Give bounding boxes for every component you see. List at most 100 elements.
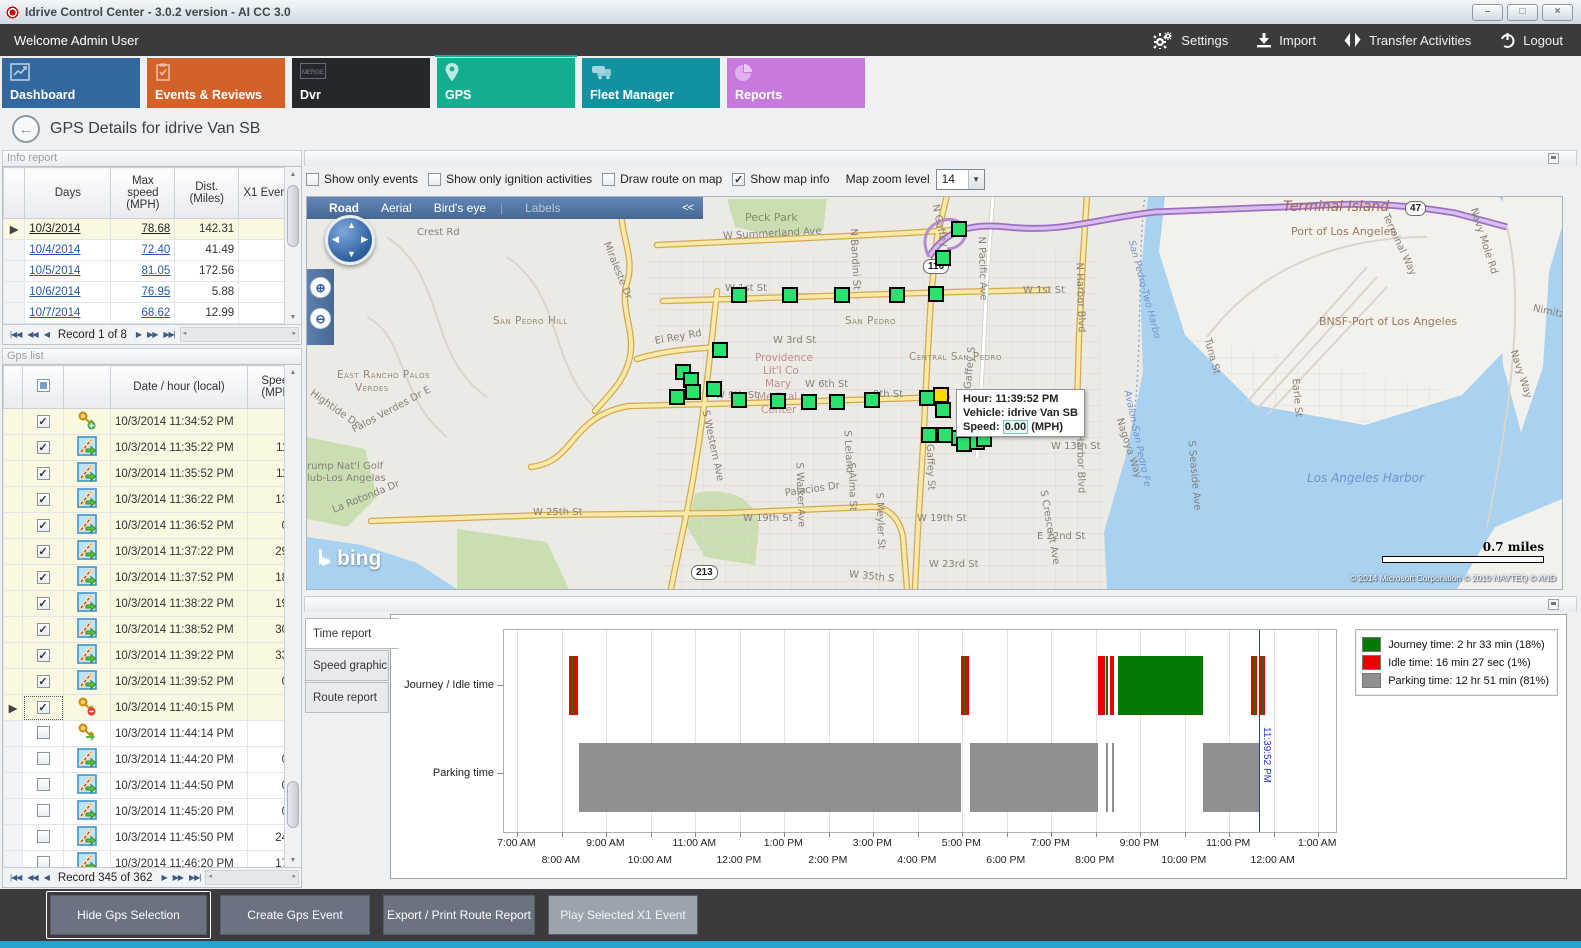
- zoom-in-icon[interactable]: ⊕: [310, 277, 331, 298]
- checkbox-icon[interactable]: [428, 172, 442, 186]
- gps-marker[interactable]: [935, 250, 951, 266]
- speed-link[interactable]: 76.95: [141, 286, 171, 298]
- checkbox-icon[interactable]: [602, 172, 616, 186]
- checkbox-checked-icon[interactable]: [36, 493, 50, 506]
- scroll-up-icon[interactable]: ▲: [289, 369, 297, 376]
- column-header[interactable]: Dist. (Miles): [174, 167, 240, 219]
- pan-left-icon[interactable]: ◀: [332, 234, 339, 244]
- option-show-only-events[interactable]: Show only events: [306, 172, 418, 186]
- cell-checkbox[interactable]: [22, 824, 64, 851]
- day-link[interactable]: 10/7/2014: [29, 307, 81, 319]
- cell-max-speed[interactable]: 81.05: [110, 260, 176, 282]
- cell-checkbox[interactable]: [22, 772, 64, 799]
- checkbox-icon[interactable]: [36, 829, 50, 843]
- cell-checkbox[interactable]: [22, 564, 64, 591]
- column-header[interactable]: Days: [24, 167, 112, 219]
- speed-link[interactable]: 72.40: [141, 244, 171, 256]
- gps-row[interactable]: 10/3/2014 11:38:22 PM19.70: [3, 590, 301, 617]
- cell-checkbox[interactable]: [22, 434, 64, 461]
- cell-checkbox[interactable]: [22, 642, 64, 669]
- checkbox-checked-icon[interactable]: [36, 467, 50, 480]
- map-zoom-select[interactable]: 14 ▼: [935, 168, 985, 190]
- pager-last-icon[interactable]: ▶▶|: [163, 330, 175, 339]
- chart-panel-collapse-icon[interactable]: [1548, 599, 1559, 610]
- map-style-road[interactable]: Road: [329, 201, 359, 215]
- option-show-only-ignition-activities[interactable]: Show only ignition activities: [428, 172, 592, 186]
- checkbox-checked-icon[interactable]: [36, 545, 50, 558]
- cell-days[interactable]: 10/3/2014: [24, 218, 112, 240]
- cell-max-speed[interactable]: 72.40: [110, 239, 176, 261]
- cell-checkbox[interactable]: [22, 460, 64, 487]
- tab-reports[interactable]: Reports: [727, 58, 865, 108]
- checkbox-checked-icon[interactable]: [36, 571, 50, 584]
- tab-events-reviews[interactable]: Events & Reviews: [147, 58, 285, 108]
- gps-marker[interactable]: [669, 389, 685, 405]
- gps-row[interactable]: 10/3/2014 11:34:52 PM: [3, 408, 301, 435]
- gps-row[interactable]: 10/3/2014 11:39:52 PM0.00: [3, 668, 301, 695]
- map-compass-control[interactable]: ▲ ▼ ◀ ▶: [325, 215, 375, 265]
- pager-hscrollbar[interactable]: [179, 327, 299, 342]
- pan-up-icon[interactable]: ▲: [347, 220, 356, 230]
- gps-row[interactable]: 10/3/2014 11:44:50 PM0.00: [3, 772, 301, 799]
- checkbox-checked-icon[interactable]: [36, 441, 50, 454]
- back-button[interactable]: ←: [12, 115, 40, 143]
- pager-hscrollbar[interactable]: [205, 870, 299, 885]
- scroll-down-icon[interactable]: ▼: [289, 857, 297, 864]
- cell-checkbox[interactable]: [22, 746, 64, 773]
- gps-row[interactable]: 10/3/2014 11:38:52 PM30.55: [3, 616, 301, 643]
- column-header[interactable]: Max speed (MPH): [110, 167, 176, 219]
- map-style-bird-s-eye[interactable]: Bird's eye: [433, 201, 486, 215]
- cell-checkbox[interactable]: [22, 590, 64, 617]
- transfer-activities-button[interactable]: Transfer Activities: [1344, 31, 1471, 49]
- create-gps-event-button[interactable]: Create Gps Event: [220, 895, 370, 935]
- cell-max-speed[interactable]: 76.95: [110, 281, 176, 303]
- cell-checkbox[interactable]: [22, 668, 64, 695]
- pager-nextpage-icon[interactable]: ▶▶: [172, 873, 184, 882]
- pager-first-icon[interactable]: |◀◀: [10, 873, 22, 882]
- select-all-header[interactable]: [22, 365, 64, 409]
- gps-row[interactable]: 10/3/2014 11:45:20 PM0.00: [3, 798, 301, 825]
- gps-marker[interactable]: [706, 381, 722, 397]
- cell-checkbox[interactable]: [22, 408, 64, 435]
- nav-collapse-icon[interactable]: <<: [682, 202, 694, 214]
- cell-checkbox[interactable]: [22, 538, 64, 565]
- pan-down-icon[interactable]: ▼: [347, 249, 356, 259]
- checkbox-checked-icon[interactable]: [36, 415, 50, 428]
- pager-prevpage-icon[interactable]: ◀◀: [27, 330, 38, 339]
- checkbox-checked-icon[interactable]: [36, 597, 50, 610]
- checkbox-icon[interactable]: [36, 725, 50, 739]
- gps-marker-selected[interactable]: [933, 387, 949, 403]
- gps-row[interactable]: 10/3/2014 11:39:22 PM33.21: [3, 642, 301, 669]
- gps-marker[interactable]: [928, 286, 944, 302]
- maximize-button[interactable]: □: [1507, 3, 1538, 21]
- chart-tab-speed-graphic[interactable]: Speed graphic: [305, 650, 389, 681]
- gps-row[interactable]: 10/3/2014 11:36:22 PM13.28: [3, 486, 301, 513]
- info-report-vscrollbar[interactable]: ▲ ▼: [284, 167, 301, 325]
- map-view[interactable]: Road Aerial Bird's eye | Labels << ▲ ▼ ◀ ▶ ⊕ …: [306, 196, 1563, 590]
- cell-days[interactable]: 10/7/2014: [24, 302, 112, 324]
- scroll-up-icon[interactable]: ▲: [289, 171, 297, 178]
- gps-marker[interactable]: [834, 287, 850, 303]
- pager-last-icon[interactable]: ▶▶|: [188, 873, 201, 882]
- checkbox-checked-icon[interactable]: [36, 675, 50, 688]
- checkbox-checked-icon[interactable]: [36, 701, 50, 714]
- speed-link[interactable]: 68.62: [141, 307, 171, 319]
- map-style-aerial[interactable]: Aerial: [381, 201, 412, 215]
- cell-checkbox[interactable]: [22, 616, 64, 643]
- tab-dvr[interactable]: MERGE Dvr: [292, 58, 430, 108]
- pager-prev-icon[interactable]: ◀: [43, 873, 50, 882]
- checkbox-icon[interactable]: [36, 803, 50, 817]
- cell-days[interactable]: 10/6/2014: [24, 281, 112, 303]
- cell-max-speed[interactable]: 78.68: [110, 218, 176, 240]
- cell-max-speed[interactable]: 68.62: [110, 302, 176, 324]
- gps-row[interactable]: 10/3/2014 11:37:22 PM29.05: [3, 538, 301, 565]
- gps-marker[interactable]: [864, 392, 880, 408]
- option-show-map-info[interactable]: Show map info: [732, 172, 830, 186]
- speed-link[interactable]: 78.68: [141, 223, 171, 235]
- checkbox-icon[interactable]: [36, 777, 50, 791]
- gps-marker[interactable]: [770, 393, 786, 409]
